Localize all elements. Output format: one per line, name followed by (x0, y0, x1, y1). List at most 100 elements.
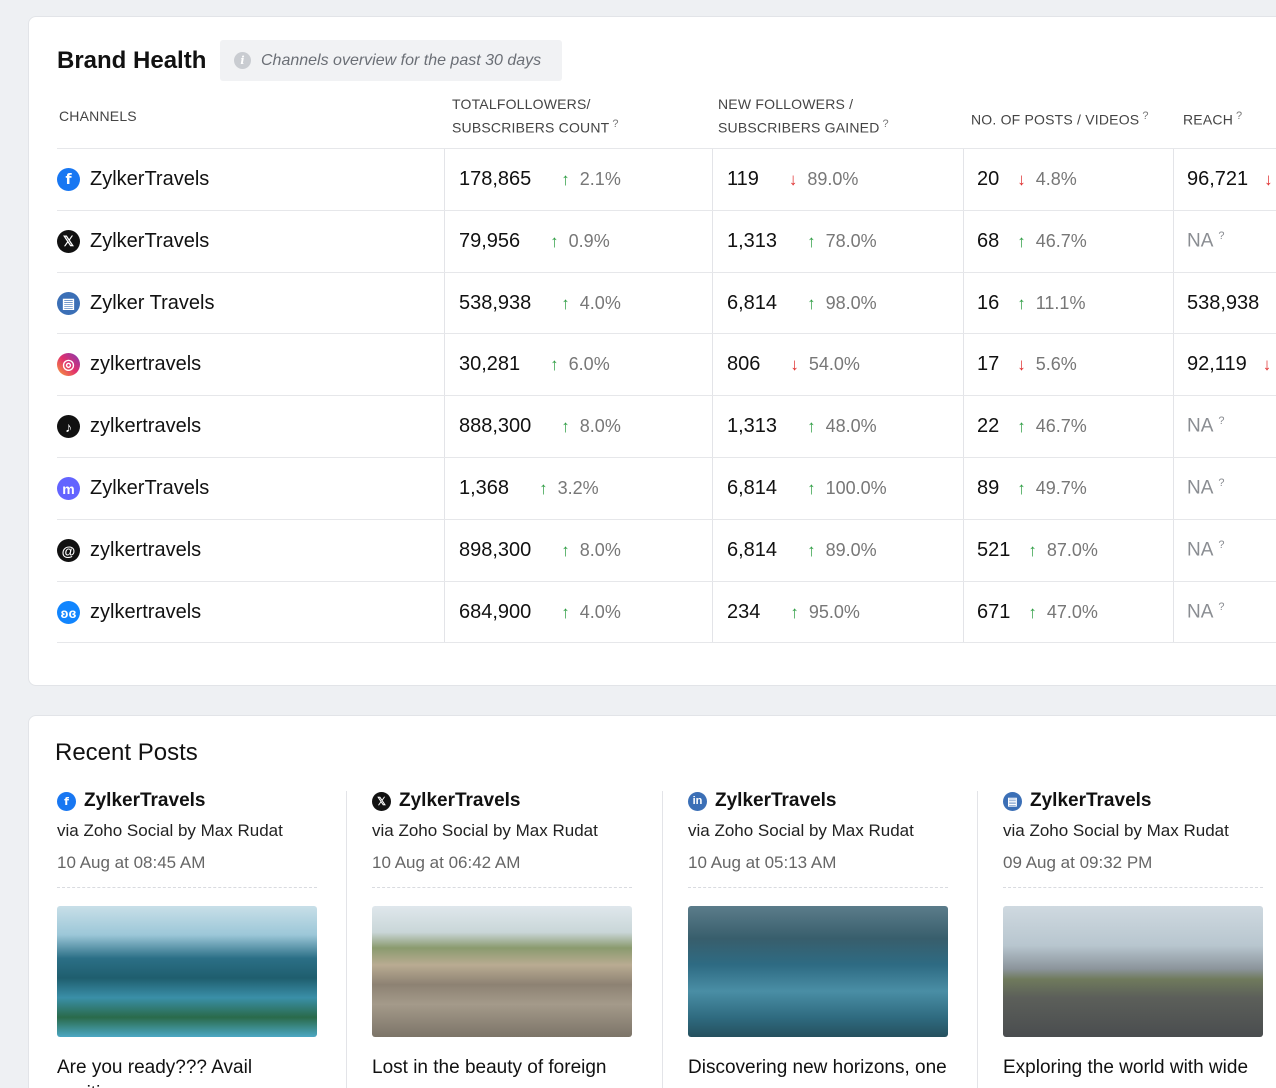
channel-name: zylkertravels (90, 539, 202, 561)
x-icon: 𝕏 (372, 791, 391, 811)
post-divider (662, 791, 663, 1088)
amphitheater-image[interactable] (372, 906, 632, 1037)
info-icon[interactable]: i (234, 52, 251, 69)
table-row[interactable]: ʚɞ zylkertravels 684,900 ↑ 4.0% 234 ↑ 95.0% 671 ↑… (57, 581, 1276, 643)
post-card[interactable]: f ZylkerTravels via Zoho Social by Max Rud… (57, 790, 317, 1088)
arrow-up-icon: ↑ (1017, 416, 1026, 436)
posts-cell: 22 ↑ 46.7% (977, 396, 1177, 457)
post-card[interactable]: in ZylkerTravels via Zoho Social by Max Ru… (688, 790, 948, 1081)
table-row[interactable]: f ZylkerTravels 178,865 ↑ 2.1% 119 ↓ 89.0% 20 ↓ 4.… (57, 148, 1276, 210)
arrow-down-icon: ↓ (1264, 169, 1273, 189)
followers-trend: ↑ 3.2% (539, 478, 599, 498)
new-followers-value: 1,313 (727, 415, 778, 437)
followers-cell: 538,938 ↑ 4.0% (459, 273, 709, 334)
channel-name: zylkertravels (90, 415, 202, 437)
posts-trend: ↑ 47.0% (1028, 602, 1098, 622)
channel-name: ZylkerTravels (90, 168, 210, 190)
help-icon[interactable]: ? (882, 118, 889, 130)
new-followers-cell: 6,814 ↑ 100.0% (727, 458, 967, 519)
open-road-image[interactable] (1003, 906, 1263, 1037)
post-card[interactable]: ▤ ZylkerTravels via Zoho Social by Max Rud… (1003, 790, 1263, 1081)
posts-value: 17 (977, 353, 1000, 375)
channel-cell[interactable]: ♪ zylkertravels (57, 396, 437, 457)
header-reach: REACH? (1183, 110, 1243, 128)
reach-cell: NA? (1187, 396, 1276, 457)
fjord-image[interactable] (688, 906, 948, 1037)
arrow-up-icon: ↑ (807, 540, 816, 560)
help-icon[interactable]: ? (1218, 415, 1225, 428)
help-icon[interactable]: ? (1236, 110, 1243, 122)
reach-cell: 92,119 ↓ (1187, 334, 1276, 395)
channel-cell[interactable]: 𝕏 ZylkerTravels (57, 211, 437, 272)
new-followers-trend: ↑ 78.0% (807, 231, 877, 251)
post-caption: Discovering new horizons, one (688, 1057, 947, 1078)
arrow-up-icon: ↑ (539, 478, 548, 498)
help-icon[interactable]: ? (1218, 539, 1225, 552)
table-row[interactable]: m ZylkerTravels 1,368 ↑ 3.2% 6,814 ↑ 100.0% 89 ↑ 4… (57, 457, 1276, 519)
followers-value: 538,938 (459, 292, 532, 314)
post-channel-name: ZylkerTravels (84, 790, 206, 811)
channel-cell[interactable]: ◎ zylkertravels (57, 334, 437, 395)
brand-health-subtitle: i Channels overview for the past 30 days (220, 40, 562, 81)
followers-value: 888,300 (459, 415, 532, 437)
table-row[interactable]: ♪ zylkertravels 888,300 ↑ 8.0% 1,313 ↑ 48.0% 22 ↑… (57, 395, 1276, 457)
instagram-icon: ◎ (57, 353, 80, 376)
new-followers-value: 1,313 (727, 230, 778, 252)
channel-cell[interactable]: m ZylkerTravels (57, 458, 437, 519)
posts-cell: 16 ↑ 11.1% (977, 273, 1177, 334)
table-row[interactable]: ◎ zylkertravels 30,281 ↑ 6.0% 806 ↓ 54.0% 17 ↓ 5.6… (57, 333, 1276, 395)
google-business-icon: ▤ (1003, 791, 1022, 811)
followers-cell: 684,900 ↑ 4.0% (459, 582, 709, 643)
channel-cell[interactable]: ʚɞ zylkertravels (57, 582, 437, 643)
new-followers-value: 6,814 (727, 539, 778, 561)
posts-cell: 20 ↓ 4.8% (977, 149, 1177, 210)
new-followers-trend: ↓ 54.0% (790, 354, 860, 374)
arrow-up-icon: ↑ (550, 354, 559, 374)
posts-trend: ↑ 87.0% (1028, 540, 1098, 560)
post-caption: Are you ready??? Avail exciting (57, 1057, 253, 1088)
arrow-down-icon: ↓ (790, 354, 799, 374)
table-row[interactable]: @ zylkertravels 898,300 ↑ 8.0% 6,814 ↑ 89.0% 521… (57, 519, 1276, 581)
reach-na: NA? (1187, 477, 1225, 499)
table-row[interactable]: ▤ Zylker Travels 538,938 ↑ 4.0% 6,814 ↑ 98.0% 16… (57, 272, 1276, 334)
followers-cell: 30,281 ↑ 6.0% (459, 334, 709, 395)
channel-cell[interactable]: ▤ Zylker Travels (57, 273, 437, 334)
followers-value: 684,900 (459, 601, 532, 623)
help-icon[interactable]: ? (1218, 601, 1225, 614)
new-followers-trend: ↑ 98.0% (807, 293, 877, 313)
table-row[interactable]: 𝕏 ZylkerTravels 79,956 ↑ 0.9% 1,313 ↑ 78.0% 68 ↑ 4… (57, 210, 1276, 272)
recent-posts-title: Recent Posts (55, 739, 198, 766)
reach-value: 538,938 (1187, 292, 1260, 314)
post-channel-name: ZylkerTravels (1030, 790, 1152, 811)
new-followers-trend: ↓ 89.0% (788, 169, 859, 189)
posts-trend: ↑ 11.1% (1017, 293, 1086, 313)
channel-name: ZylkerTravels (90, 230, 210, 252)
help-icon[interactable]: ? (1142, 110, 1149, 122)
posts-cell: 89 ↑ 49.7% (977, 458, 1177, 519)
new-followers-value: 806 (727, 353, 761, 375)
reach-cell: NA? (1187, 582, 1276, 643)
header-channels: CHANNELS (59, 108, 137, 124)
recent-posts-card: Recent Posts f ZylkerTravels via Zoho Soci… (28, 715, 1276, 1088)
channel-cell[interactable]: f ZylkerTravels (57, 149, 437, 210)
followers-trend: ↑ 8.0% (561, 416, 621, 436)
followers-trend: ↑ 2.1% (561, 169, 621, 189)
followers-cell: 79,956 ↑ 0.9% (459, 211, 709, 272)
followers-value: 178,865 (459, 168, 532, 190)
posts-value: 68 (977, 230, 1000, 252)
linkedin-icon: in (688, 791, 707, 811)
new-followers-cell: 1,313 ↑ 78.0% (727, 211, 967, 272)
island-lagoon-image[interactable] (57, 906, 317, 1037)
arrow-up-icon: ↑ (807, 416, 816, 436)
arrow-up-icon: ↑ (1017, 293, 1026, 313)
post-header: in ZylkerTravels (688, 790, 948, 812)
help-icon[interactable]: ? (1218, 477, 1225, 490)
post-card[interactable]: 𝕏 ZylkerTravels via Zoho Social by Max Rud… (372, 790, 632, 1081)
help-icon[interactable]: ? (612, 118, 619, 130)
help-icon[interactable]: ? (1218, 230, 1225, 243)
column-divider (1173, 149, 1174, 643)
channel-cell[interactable]: @ zylkertravels (57, 520, 437, 581)
followers-trend: ↑ 8.0% (561, 540, 621, 560)
new-followers-cell: 806 ↓ 54.0% (727, 334, 967, 395)
followers-cell: 178,865 ↑ 2.1% (459, 149, 709, 210)
